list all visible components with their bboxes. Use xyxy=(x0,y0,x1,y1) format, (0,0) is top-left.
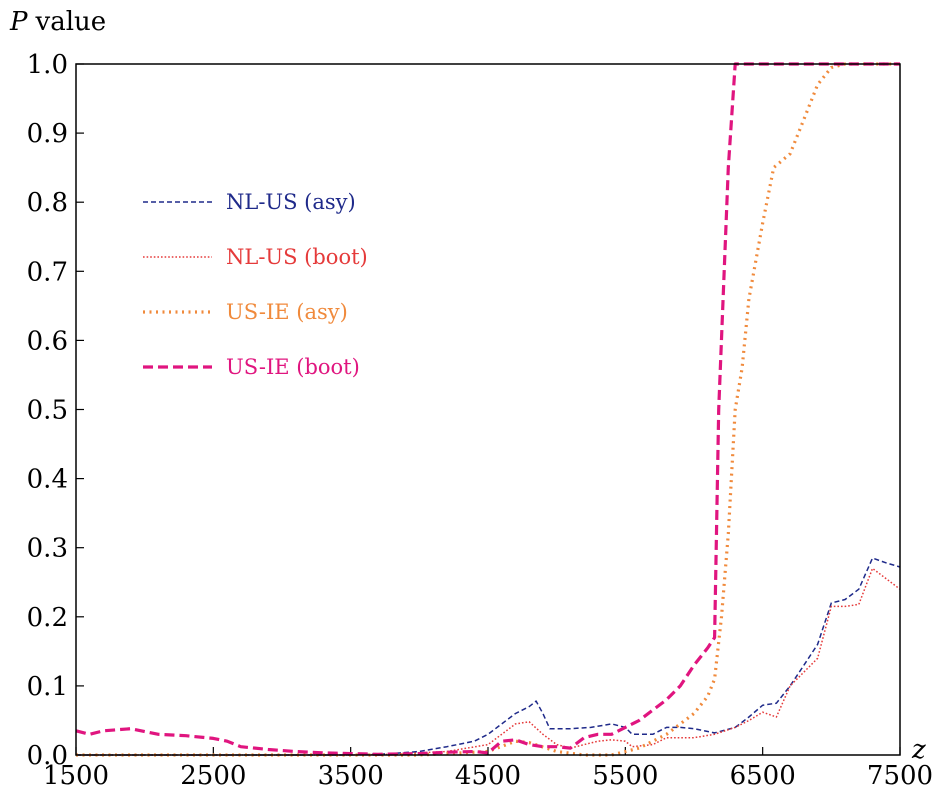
axis-ticks: 1500 2500 3500 4500 5500 6500 7500 0.0 0.1 0.2 0.3… xyxy=(27,50,933,791)
legend-label-1: NL-US (boot) xyxy=(226,245,368,269)
plot-frame xyxy=(75,63,901,756)
x-tick-label: 1500 xyxy=(43,761,109,791)
y-tick-label: 0.5 xyxy=(27,396,68,426)
legend: NL-US (asy) NL-US (boot) US-IE (asy) US-IE … xyxy=(143,190,368,379)
y-tick-label: 0.2 xyxy=(27,603,68,633)
y-tick-label: 0.6 xyxy=(27,326,68,356)
y-tick-label: 0.4 xyxy=(27,465,68,495)
y-tick-label: 1.0 xyxy=(27,50,68,80)
series-group xyxy=(75,62,901,757)
series-line-3 xyxy=(75,62,900,756)
y-tick-label: 0.1 xyxy=(27,672,68,702)
x-axis-title: z xyxy=(911,735,926,765)
series-line-2 xyxy=(76,62,900,757)
x-tick-label: 6500 xyxy=(730,761,796,791)
y-tick-label: 0.8 xyxy=(27,188,68,218)
x-tick-label: 5500 xyxy=(592,761,658,791)
legend-label-0: NL-US (asy) xyxy=(226,190,356,214)
x-tick-label: 3500 xyxy=(318,761,384,791)
x-tick-label: 4500 xyxy=(455,761,521,791)
x-tick-label: 7500 xyxy=(867,761,933,791)
series-line-0 xyxy=(76,557,901,756)
x-tick-label: 2500 xyxy=(180,761,246,791)
y-tick-label: 0.9 xyxy=(27,119,68,149)
y-tick-label: 0.7 xyxy=(27,257,68,287)
y-tick-label: 0.3 xyxy=(27,534,68,564)
legend-label-2: US-IE (asy) xyxy=(226,300,348,324)
series-line-1 xyxy=(76,567,901,756)
legend-label-3: US-IE (boot) xyxy=(226,355,360,379)
y-tick-label: 0.0 xyxy=(27,741,68,771)
